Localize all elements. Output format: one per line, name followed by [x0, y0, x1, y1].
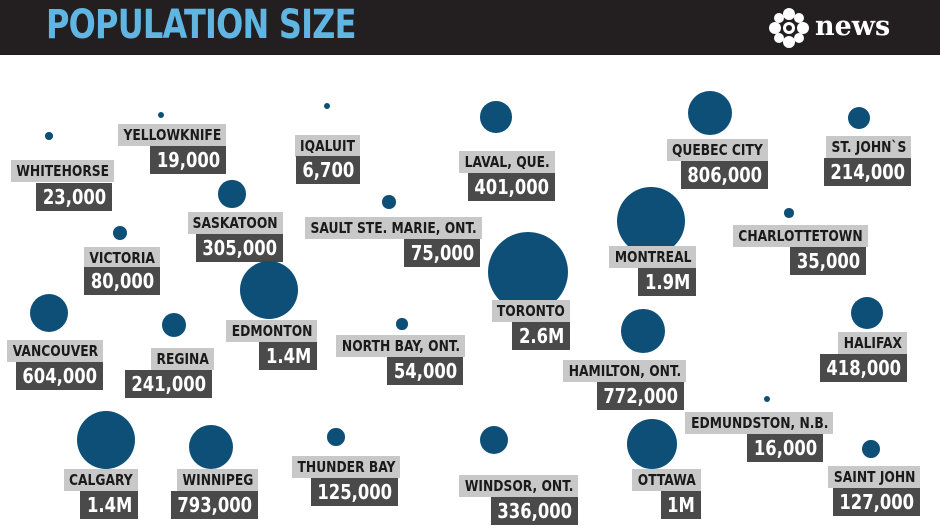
- city-bubble: [847, 106, 871, 130]
- city-bubble: [479, 425, 509, 455]
- city-bubble: [396, 318, 408, 330]
- city-name-label: WINNIPEG: [177, 469, 258, 491]
- city-bubble: [784, 208, 794, 218]
- city-bubble: [627, 419, 677, 469]
- city-bubble: [850, 296, 884, 330]
- city-name-label: IQALUIT: [295, 135, 360, 157]
- city-population-value: 16,000: [747, 434, 823, 462]
- city-name-label: SAULT STE. MARIE, ONT.: [305, 217, 482, 239]
- city-bubble: [382, 195, 396, 209]
- city-population-value: 1.4M: [80, 491, 138, 519]
- city-bubble: [324, 103, 330, 109]
- city-name-label: MONTREAL: [609, 246, 696, 268]
- city-bubble: [687, 90, 733, 136]
- city-bubble: [239, 260, 299, 320]
- city-population-value: 2.6M: [512, 322, 570, 350]
- city-bubble: [29, 293, 69, 333]
- city-bubble: [327, 428, 345, 446]
- city-name-label: QUEBEC CITY: [667, 139, 768, 161]
- city-bubble: [616, 186, 686, 256]
- city-bubble: [188, 424, 234, 470]
- city-population-value: 75,000: [404, 239, 480, 267]
- city-population-value: 241,000: [125, 370, 212, 398]
- city-name-label: CALGARY: [64, 469, 138, 491]
- city-name-label: TORONTO: [492, 300, 570, 322]
- city-population-value: 418,000: [820, 354, 907, 382]
- city-bubble: [480, 101, 512, 133]
- city-name-label: VANCOUVER: [7, 340, 103, 362]
- city-bubble: [218, 180, 246, 208]
- city-population-value: 305,000: [196, 234, 283, 262]
- city-bubble: [488, 232, 568, 312]
- brand-text: news: [815, 11, 891, 42]
- city-bubble: [621, 309, 665, 353]
- city-population-value: 54,000: [387, 357, 463, 385]
- city-bubble: [45, 132, 53, 140]
- city-population-value: 1.9M: [638, 268, 696, 296]
- city-name-label: SASKATOON: [188, 212, 283, 234]
- city-population-value: 127,000: [833, 488, 920, 516]
- cbc-news-logo: news: [768, 7, 898, 48]
- city-name-label: OTTAWA: [632, 469, 701, 491]
- cbc-gem-icon: [769, 8, 809, 48]
- city-population-value: 23,000: [36, 183, 112, 211]
- city-name-label: ST. JOHN`S: [826, 136, 911, 158]
- city-name-label: SAINT JOHN: [828, 466, 920, 488]
- city-population-value: 604,000: [16, 362, 103, 390]
- city-population-value: 125,000: [311, 478, 398, 506]
- city-name-label: EDMONTON: [226, 320, 317, 342]
- city-name-label: NORTH BAY, ONT.: [336, 335, 465, 357]
- city-population-value: 1M: [661, 491, 701, 519]
- city-name-label: THUNDER BAY: [292, 456, 400, 478]
- city-population-value: 793,000: [171, 491, 258, 519]
- city-name-label: CHARLOTTETOWN: [733, 225, 868, 247]
- city-name-label: EDMUNDSTON, N.B.: [685, 412, 833, 434]
- city-name-label: HALIFAX: [838, 332, 907, 354]
- city-bubble: [763, 395, 771, 403]
- city-name-label: VICTORIA: [84, 247, 160, 269]
- city-bubble: [112, 225, 127, 240]
- city-population-value: 806,000: [681, 161, 768, 189]
- city-population-value: 35,000: [790, 247, 866, 275]
- city-bubble: [76, 410, 136, 470]
- city-bubble: [157, 111, 165, 119]
- city-population-value: 336,000: [491, 497, 578, 525]
- city-population-value: 214,000: [824, 158, 911, 186]
- city-name-label: WHITEHORSE: [11, 160, 114, 182]
- city-name-label: HAMILTON, ONT.: [563, 360, 686, 382]
- city-name-label: WINDSOR, ONT.: [459, 475, 578, 497]
- header-bar: POPULATION SIZE news: [0, 0, 940, 55]
- page-title: POPULATION SIZE: [46, 2, 356, 48]
- city-population-value: 401,000: [468, 173, 555, 201]
- city-bubble: [161, 312, 187, 338]
- city-name-label: LAVAL, QUE.: [459, 151, 555, 173]
- city-population-value: 19,000: [150, 146, 226, 174]
- city-name-label: YELLOWKNIFE: [118, 124, 226, 146]
- city-population-value: 6,700: [296, 156, 360, 184]
- city-bubble: [862, 440, 880, 458]
- city-population-value: 80,000: [84, 267, 160, 295]
- city-population-value: 1.4M: [259, 342, 317, 370]
- city-name-label: REGINA: [151, 348, 214, 370]
- city-population-value: 772,000: [597, 382, 684, 410]
